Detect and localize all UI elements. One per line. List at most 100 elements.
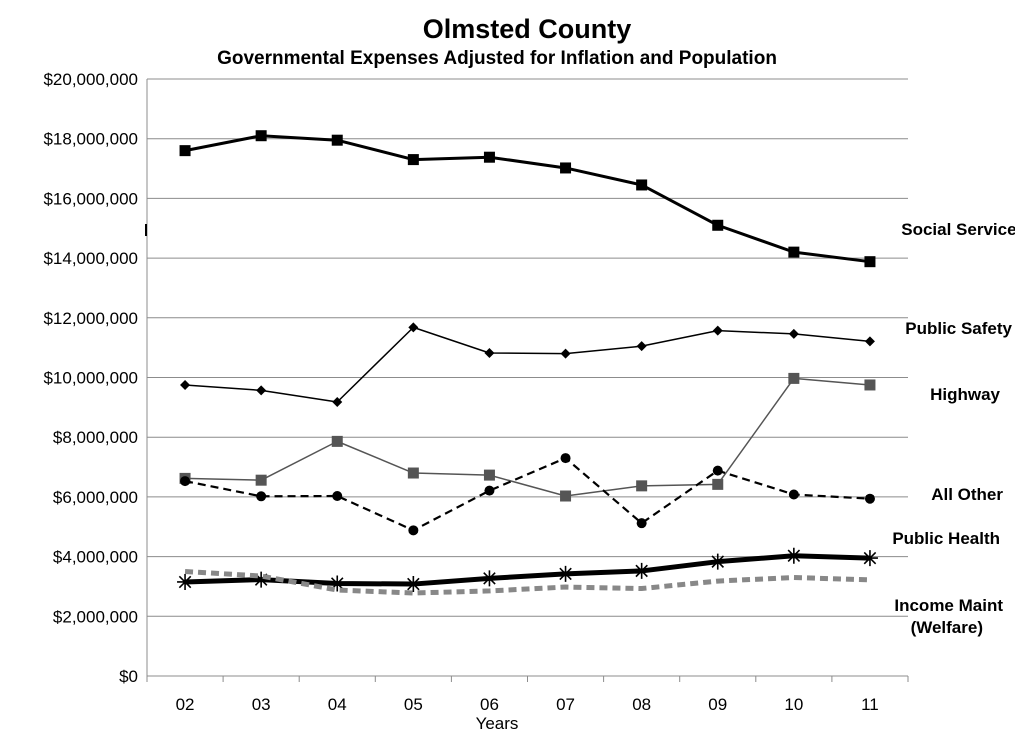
x-tick-label: 03: [252, 695, 271, 714]
series-label: Income Maint (Welfare): [894, 596, 1003, 637]
data-point-star: [177, 573, 194, 590]
series-label-line: (Welfare): [911, 618, 983, 637]
data-point-square: [636, 179, 648, 191]
series-line: [185, 377, 871, 497]
series-label-line: All Other: [931, 485, 1003, 504]
data-point-circle: [484, 485, 495, 496]
series-label-line: Social Services: [901, 220, 1015, 239]
data-point-star: [329, 575, 346, 592]
series-label-line: Highway: [930, 385, 1000, 404]
data-point-square: [712, 219, 724, 231]
x-tick-label: 06: [480, 695, 499, 714]
series-label: Public Safety: [905, 319, 1012, 338]
series-line: [184, 326, 871, 403]
y-tick-label: $4,000,000: [53, 548, 138, 567]
data-point-diamond: [788, 328, 799, 339]
y-tick-label: $2,000,000: [53, 607, 138, 626]
series-social-services: [179, 130, 876, 268]
data-point-star: [785, 547, 802, 564]
data-point-diamond: [408, 322, 419, 333]
data-point-square: [864, 256, 876, 268]
data-point-diamond: [560, 348, 571, 359]
x-tick-label: 07: [556, 695, 575, 714]
data-point-circle: [408, 525, 419, 536]
series-label-line: Public Safety: [905, 319, 1012, 338]
y-tick-label: $20,000,000: [43, 70, 138, 89]
data-point-square: [560, 490, 572, 502]
data-point-circle: [560, 453, 571, 464]
y-tick-label: $10,000,000: [43, 369, 138, 388]
data-point-square: [407, 467, 419, 479]
y-tick-label: $16,000,000: [43, 189, 138, 208]
data-point-square: [788, 246, 800, 258]
data-point-square: [255, 130, 267, 142]
data-point-diamond: [256, 385, 267, 396]
data-point-square: [255, 474, 267, 486]
series-label: Public Health: [892, 529, 1000, 548]
data-point-square: [483, 469, 495, 481]
data-point-circle: [636, 518, 647, 529]
data-point-square: [483, 151, 495, 163]
data-point-square: [560, 162, 572, 174]
data-point-circle: [256, 491, 267, 502]
data-point-square: [179, 145, 191, 157]
data-point-star: [481, 570, 498, 587]
y-tick-label: $12,000,000: [43, 309, 138, 328]
y-tick-label: $8,000,000: [53, 428, 138, 447]
y-tick-label: $6,000,000: [53, 488, 138, 507]
x-tick-label: 11: [861, 695, 879, 714]
x-tick-label: 10: [784, 695, 803, 714]
data-point-circle: [332, 491, 343, 502]
data-point-star: [709, 553, 726, 570]
axes: $0 $2,000,000 $4,000,000 $6,000,000 $8,000,0…: [43, 70, 909, 714]
data-point-star: [557, 565, 574, 582]
data-point-circle: [712, 465, 723, 476]
x-axis-title: Years: [476, 714, 519, 733]
series-line: [184, 553, 871, 587]
data-point-diamond: [484, 348, 495, 359]
chart-subtitle: Governmental Expenses Adjusted for Infla…: [217, 48, 777, 69]
series-label: All Other: [931, 485, 1003, 504]
y-tick-label: $0: [119, 667, 138, 686]
data-point-star: [253, 571, 270, 588]
data-point-square: [864, 379, 876, 391]
series-line: [184, 134, 871, 264]
x-tick-label: 08: [632, 695, 651, 714]
data-point-star: [405, 576, 422, 593]
y-tick-label: $14,000,000: [43, 249, 138, 268]
data-point-square: [712, 478, 724, 490]
series-layer: [177, 130, 878, 596]
x-tick-label: 09: [708, 695, 727, 714]
data-point-circle: [788, 489, 799, 500]
series-label: Highway: [930, 385, 1000, 404]
data-point-square: [331, 435, 343, 447]
series-labels: Social Services Public Safety Highway All O…: [892, 220, 1015, 637]
data-point-star: [633, 562, 650, 579]
grid: [147, 78, 908, 617]
y-tick-label: $18,000,000: [43, 130, 138, 149]
data-point-square: [331, 134, 343, 146]
data-point-diamond: [332, 396, 343, 407]
x-tick-label: 04: [328, 695, 347, 714]
data-point-square: [407, 154, 419, 166]
x-tick-label: 05: [404, 695, 423, 714]
series-label-line: Public Health: [892, 529, 1000, 548]
series-label-line: Income Maint: [894, 596, 1003, 615]
series-line: [184, 569, 871, 596]
series-all-other: [180, 453, 875, 536]
series-public-health: [177, 547, 878, 593]
series-public-safety: [180, 322, 875, 407]
series-label: Social Services: [901, 220, 1015, 239]
series-income-maint-welfare: [184, 569, 871, 596]
data-point-circle: [180, 476, 191, 487]
data-point-circle: [864, 493, 875, 504]
data-point-diamond: [180, 379, 191, 390]
data-point-diamond: [712, 325, 723, 336]
data-point-star: [861, 550, 878, 567]
data-point-diamond: [636, 341, 647, 352]
series-line: [184, 456, 871, 532]
chart-title: Olmsted County: [423, 14, 632, 44]
data-point-diamond: [864, 336, 875, 347]
data-point-square: [636, 480, 648, 492]
